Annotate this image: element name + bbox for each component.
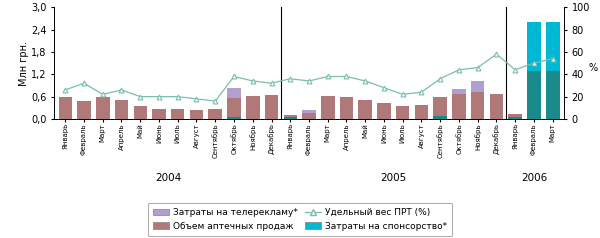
- Bar: [246, 96, 260, 119]
- Bar: [508, 117, 522, 119]
- Bar: [377, 103, 391, 119]
- Bar: [546, 22, 560, 119]
- Bar: [340, 97, 353, 119]
- Bar: [59, 97, 72, 119]
- Bar: [452, 94, 466, 119]
- Bar: [490, 94, 503, 119]
- Bar: [433, 97, 447, 119]
- Text: 2004: 2004: [155, 173, 182, 183]
- Bar: [227, 117, 241, 119]
- Bar: [302, 110, 316, 114]
- Text: 2006: 2006: [521, 173, 547, 183]
- Bar: [358, 100, 372, 119]
- Bar: [302, 114, 316, 119]
- Bar: [508, 114, 522, 119]
- Bar: [546, 71, 560, 119]
- Bar: [96, 97, 110, 119]
- Bar: [415, 105, 428, 119]
- Bar: [452, 89, 466, 94]
- Bar: [171, 109, 185, 119]
- Legend: Затраты на телерекламу*, Объем аптечных продаж, Удельный вес ПРТ (%), Затраты на: Затраты на телерекламу*, Объем аптечных …: [148, 203, 452, 236]
- Y-axis label: Млн грн.: Млн грн.: [19, 40, 29, 86]
- Text: 2005: 2005: [380, 173, 407, 183]
- Bar: [321, 96, 335, 119]
- Bar: [152, 109, 166, 119]
- Bar: [527, 70, 541, 119]
- Bar: [265, 95, 278, 119]
- Bar: [471, 81, 485, 92]
- Bar: [433, 116, 447, 119]
- Bar: [77, 101, 91, 119]
- Bar: [471, 92, 485, 119]
- Bar: [227, 88, 241, 99]
- Bar: [227, 99, 241, 119]
- Bar: [284, 117, 297, 119]
- Bar: [546, 71, 560, 119]
- Bar: [209, 109, 222, 119]
- Bar: [190, 110, 203, 119]
- Bar: [284, 114, 297, 119]
- Y-axis label: %: %: [588, 63, 598, 73]
- Bar: [133, 106, 147, 119]
- Bar: [527, 70, 541, 119]
- Bar: [527, 22, 541, 119]
- Bar: [115, 100, 128, 119]
- Bar: [396, 106, 409, 119]
